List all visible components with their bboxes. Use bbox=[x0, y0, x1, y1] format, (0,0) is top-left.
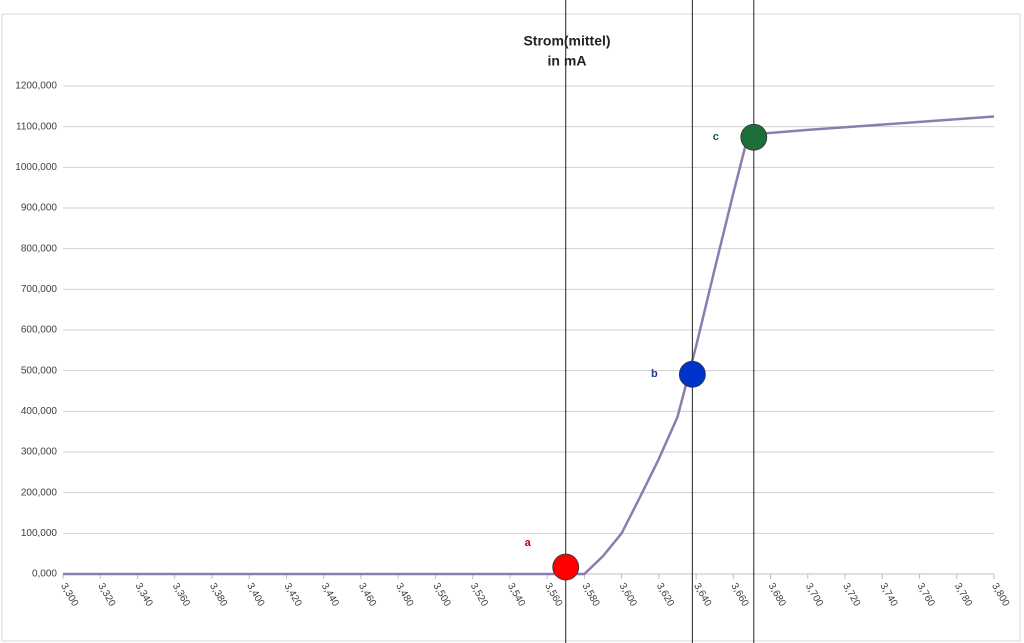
point-label: c bbox=[713, 131, 719, 143]
y-tick-label: 300,000 bbox=[21, 447, 58, 458]
point-label: a bbox=[525, 537, 532, 549]
chart-frame bbox=[1, 13, 1021, 642]
y-tick-label: 700,000 bbox=[21, 284, 58, 295]
point-label: b bbox=[651, 368, 658, 380]
y-tick-label: 500,000 bbox=[21, 365, 58, 376]
y-tick-label: 0,000 bbox=[32, 569, 57, 580]
y-tick-label: 200,000 bbox=[21, 487, 58, 498]
point-marker bbox=[552, 553, 580, 581]
point-marker bbox=[678, 360, 706, 388]
y-tick-label: 900,000 bbox=[21, 203, 58, 214]
y-tick-label: 1100,000 bbox=[16, 121, 57, 132]
y-tick-label: 1000,000 bbox=[15, 162, 57, 173]
y-tick-label: 1200,000 bbox=[15, 81, 57, 92]
y-tick-label: 800,000 bbox=[21, 243, 58, 254]
chart-title: in mA bbox=[548, 53, 587, 69]
y-tick-label: 600,000 bbox=[21, 325, 58, 336]
chart-title: Strom(mittel) bbox=[523, 33, 610, 49]
y-tick-label: 100,000 bbox=[21, 528, 58, 539]
point-marker bbox=[740, 123, 768, 151]
y-tick-label: 400,000 bbox=[21, 406, 58, 417]
